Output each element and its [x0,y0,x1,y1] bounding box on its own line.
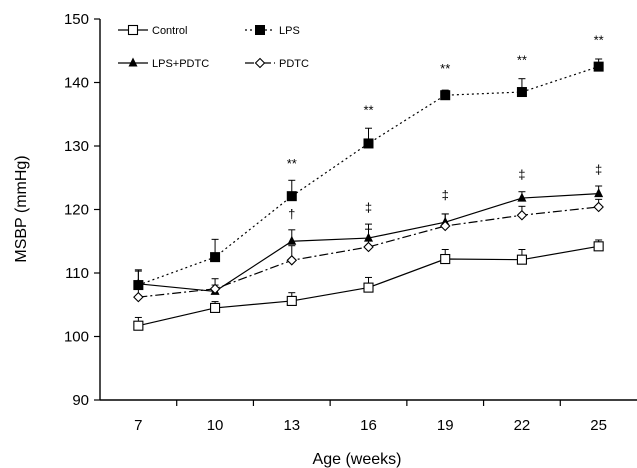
significance-mark: ‡ [518,167,525,182]
y-tick-label: 140 [64,75,89,92]
legend-marker [254,57,266,69]
data-point [594,188,604,198]
x-tick-label: 16 [360,417,377,434]
x-tick-label: 22 [514,417,531,434]
data-point [440,253,451,265]
data-point [363,282,374,293]
data-point [516,87,527,98]
legend-item: Control [118,24,187,37]
significance-mark: ** [517,53,527,68]
data-point [286,295,297,306]
significance-mark: † [288,206,295,221]
significance-mark: ‡ [365,200,372,215]
data-point [517,192,527,202]
series-line [138,66,599,286]
significance-mark: ** [363,102,373,117]
series-layer [133,58,604,331]
x-tick-label: 25 [590,417,607,434]
y-tick-label: 90 [72,392,89,409]
legend-marker [255,25,265,35]
legend-label: LPS [279,25,300,37]
data-point [440,90,451,101]
significance-mark: ** [287,156,297,171]
y-axis-title: MSBP (mmHg) [13,155,30,262]
data-point [286,255,298,266]
axes: 90 100 110 120 130 140 150 7 10 13 16 19 22 25 [64,11,637,434]
data-point [593,61,604,72]
legend-label: LPS+PDTC [152,58,209,70]
data-point [287,235,297,245]
series-pdtc [133,198,604,303]
data-point [133,320,144,331]
legend-item: LPS [245,25,300,37]
y-tick-label: 120 [64,202,89,219]
y-tick-label: 130 [64,138,89,155]
y-tick-label: 110 [65,265,89,282]
legend-label: PDTC [279,58,309,70]
x-axis-title: Age (weeks) [313,451,402,468]
data-point [363,241,374,253]
y-tick-label: 100 [64,329,89,346]
legend-item: LPS+PDTC [118,57,209,70]
significance-mark: ‡ [442,187,449,202]
data-point [593,241,604,252]
data-point [439,220,451,232]
data-point [133,291,144,303]
data-point [286,191,297,202]
legend-item: PDTC [245,57,309,70]
significance-mark: ‡ [595,162,602,177]
data-point [210,252,221,263]
significance-mark: ** [594,32,604,47]
series-control [133,239,604,331]
data-point [516,209,528,221]
data-point [516,254,527,265]
x-tick-label: 7 [134,417,142,434]
annotation-layer: ** ** ** ** ** † ‡ ‡ ‡ ‡ [287,32,604,221]
x-tick-label: 13 [283,417,300,434]
legend-marker [127,24,139,36]
legend-label: Control [152,25,187,37]
y-tick-label: 150 [64,11,89,28]
data-point [209,283,221,295]
legend-marker [128,57,138,67]
significance-mark: ** [440,61,450,76]
data-point [133,278,143,288]
data-point [363,138,374,149]
legend: Control LPS LPS+PDTC PDTC [118,24,309,70]
data-point [210,302,221,313]
x-tick-label: 10 [207,417,224,434]
data-point [593,201,604,213]
x-tick-label: 19 [437,417,454,434]
series-lps [133,58,604,291]
